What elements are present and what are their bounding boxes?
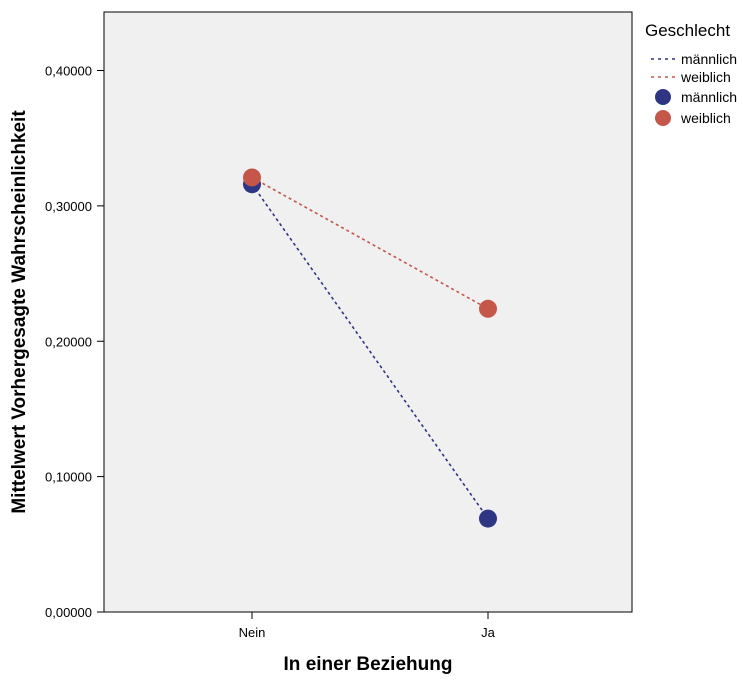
x-tick-label: Nein xyxy=(239,625,266,640)
y-axis: 0,00000 0,10000 0,20000 0,30000 0,40000 xyxy=(45,64,104,620)
legend-title: Geschlecht xyxy=(645,21,730,40)
y-tick-label: 0,20000 xyxy=(45,334,92,349)
y-axis-title: Mittelwert Vorhergesagte Wahrscheinlichk… xyxy=(9,110,30,514)
y-tick-label: 0,10000 xyxy=(45,470,92,485)
data-point xyxy=(243,168,261,187)
x-axis-title: In einer Beziehung xyxy=(284,654,453,675)
x-axis: Nein Ja xyxy=(239,612,496,640)
legend-label: weiblich xyxy=(680,69,731,85)
legend-label: männlich xyxy=(681,89,737,105)
legend-label: weiblich xyxy=(680,110,731,126)
y-tick-label: 0,40000 xyxy=(45,64,92,79)
legend-marker-swatch xyxy=(655,89,671,105)
legend-label: männlich xyxy=(681,51,737,67)
data-point xyxy=(479,509,497,528)
y-tick-label: 0,30000 xyxy=(45,199,92,214)
legend-entries: männlich weiblich männlich weiblich xyxy=(651,51,737,126)
series-lines xyxy=(251,176,489,520)
plot-area xyxy=(103,11,633,613)
y-tick-label: 0,00000 xyxy=(45,605,92,620)
x-tick-label: Ja xyxy=(481,625,496,640)
legend: Geschlecht männlich weiblich männlich weibl… xyxy=(645,21,737,126)
data-point xyxy=(479,299,497,318)
series-line xyxy=(251,183,489,520)
legend-marker-swatch xyxy=(655,110,671,126)
series-points xyxy=(243,168,497,528)
